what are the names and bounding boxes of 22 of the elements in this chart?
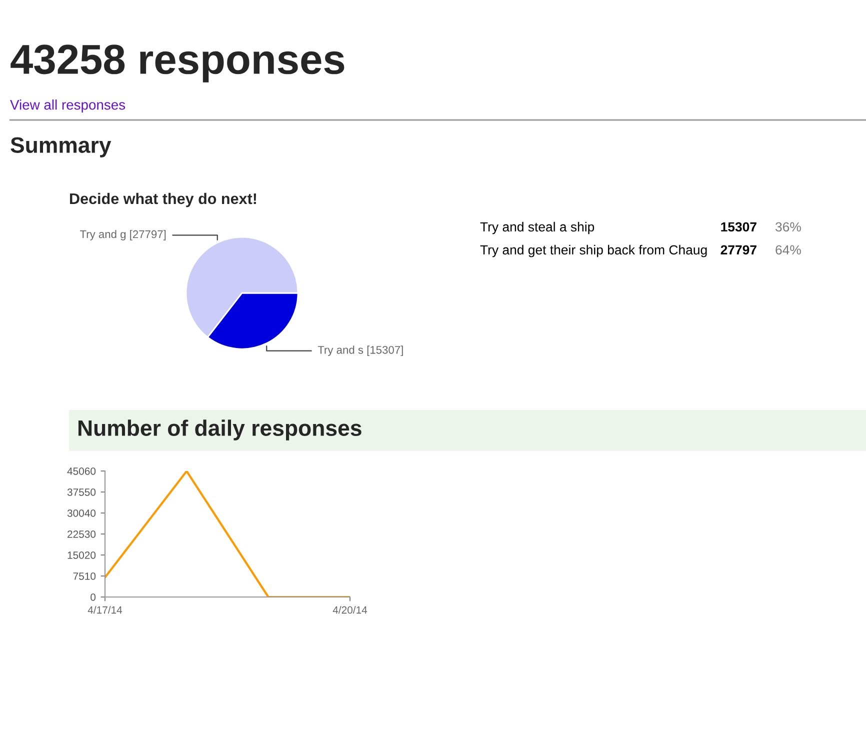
text: 15307 — [721, 222, 756, 232]
text: 64% — [776, 245, 801, 255]
chart-title: Number of daily responses — [78, 420, 362, 440]
y-tick-label: 22530 — [68, 530, 96, 538]
x-tick-label: 4/17/14 — [88, 606, 122, 614]
y-tick-label: 15020 — [68, 552, 96, 559]
text: Summary — [10, 137, 112, 158]
y-tick-label: 45060 — [67, 468, 96, 475]
chart-title: Decide what they do next! — [70, 192, 256, 208]
text: View all responses — [10, 100, 126, 112]
text: 43258 responses — [10, 44, 344, 82]
y-tick-label: 0 — [90, 594, 96, 601]
text: 36% — [776, 222, 801, 232]
y-tick-label: 30040 — [67, 510, 96, 517]
slice-label: Try and s [15307] — [318, 346, 403, 356]
slice-label: Try and g [27797] — [80, 230, 166, 240]
text: 27797 — [720, 245, 756, 255]
y-tick-label: 7510 — [73, 572, 96, 580]
text: Try and steal a ship — [480, 222, 594, 234]
y-tick-label: 37550 — [67, 488, 96, 496]
text: Try and get their ship back from Chaug — [480, 244, 707, 258]
x-tick-label: 4/20/14 — [332, 606, 368, 614]
